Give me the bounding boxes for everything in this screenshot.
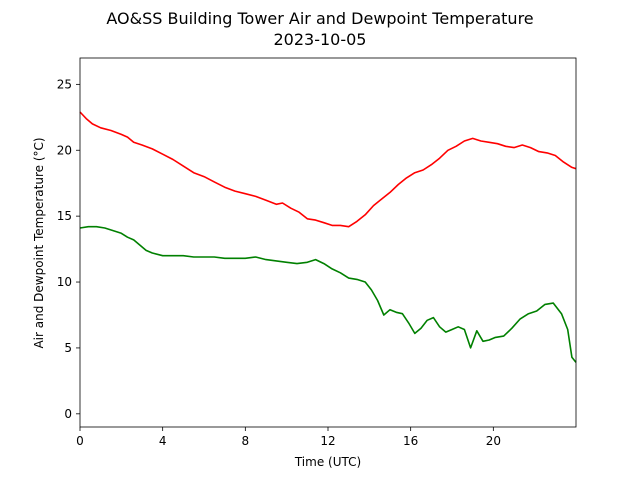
y-tick-label: 5: [64, 341, 72, 355]
x-tick-label: 4: [159, 434, 167, 448]
tick-layer: 0 4 8 12 16 20 0 5 10 15 20 25: [57, 77, 501, 448]
y-tick-label: 15: [57, 209, 72, 223]
x-tick-label: 8: [242, 434, 250, 448]
series-line-1: [79, 111, 577, 228]
x-tick-label: 0: [76, 434, 84, 448]
x-tick-label: 12: [320, 434, 335, 448]
y-tick-label: 25: [57, 77, 72, 91]
chart-subtitle: 2023-10-05: [274, 30, 367, 49]
x-tick-label: 16: [403, 434, 418, 448]
plot-frame: [79, 57, 577, 428]
chart-title: AO&SS Building Tower Air and Dewpoint Te…: [106, 9, 533, 28]
x-tick-label: 20: [486, 434, 501, 448]
series-line-2: [79, 225, 577, 363]
y-axis-label: Air and Dewpoint Temperature (°C): [32, 137, 46, 348]
y-tick-label: 10: [57, 275, 72, 289]
series-layer: [79, 111, 577, 363]
y-tick-label: 20: [57, 143, 72, 157]
y-tick-label: 0: [64, 407, 72, 421]
x-axis-label: Time (UTC): [294, 455, 361, 469]
